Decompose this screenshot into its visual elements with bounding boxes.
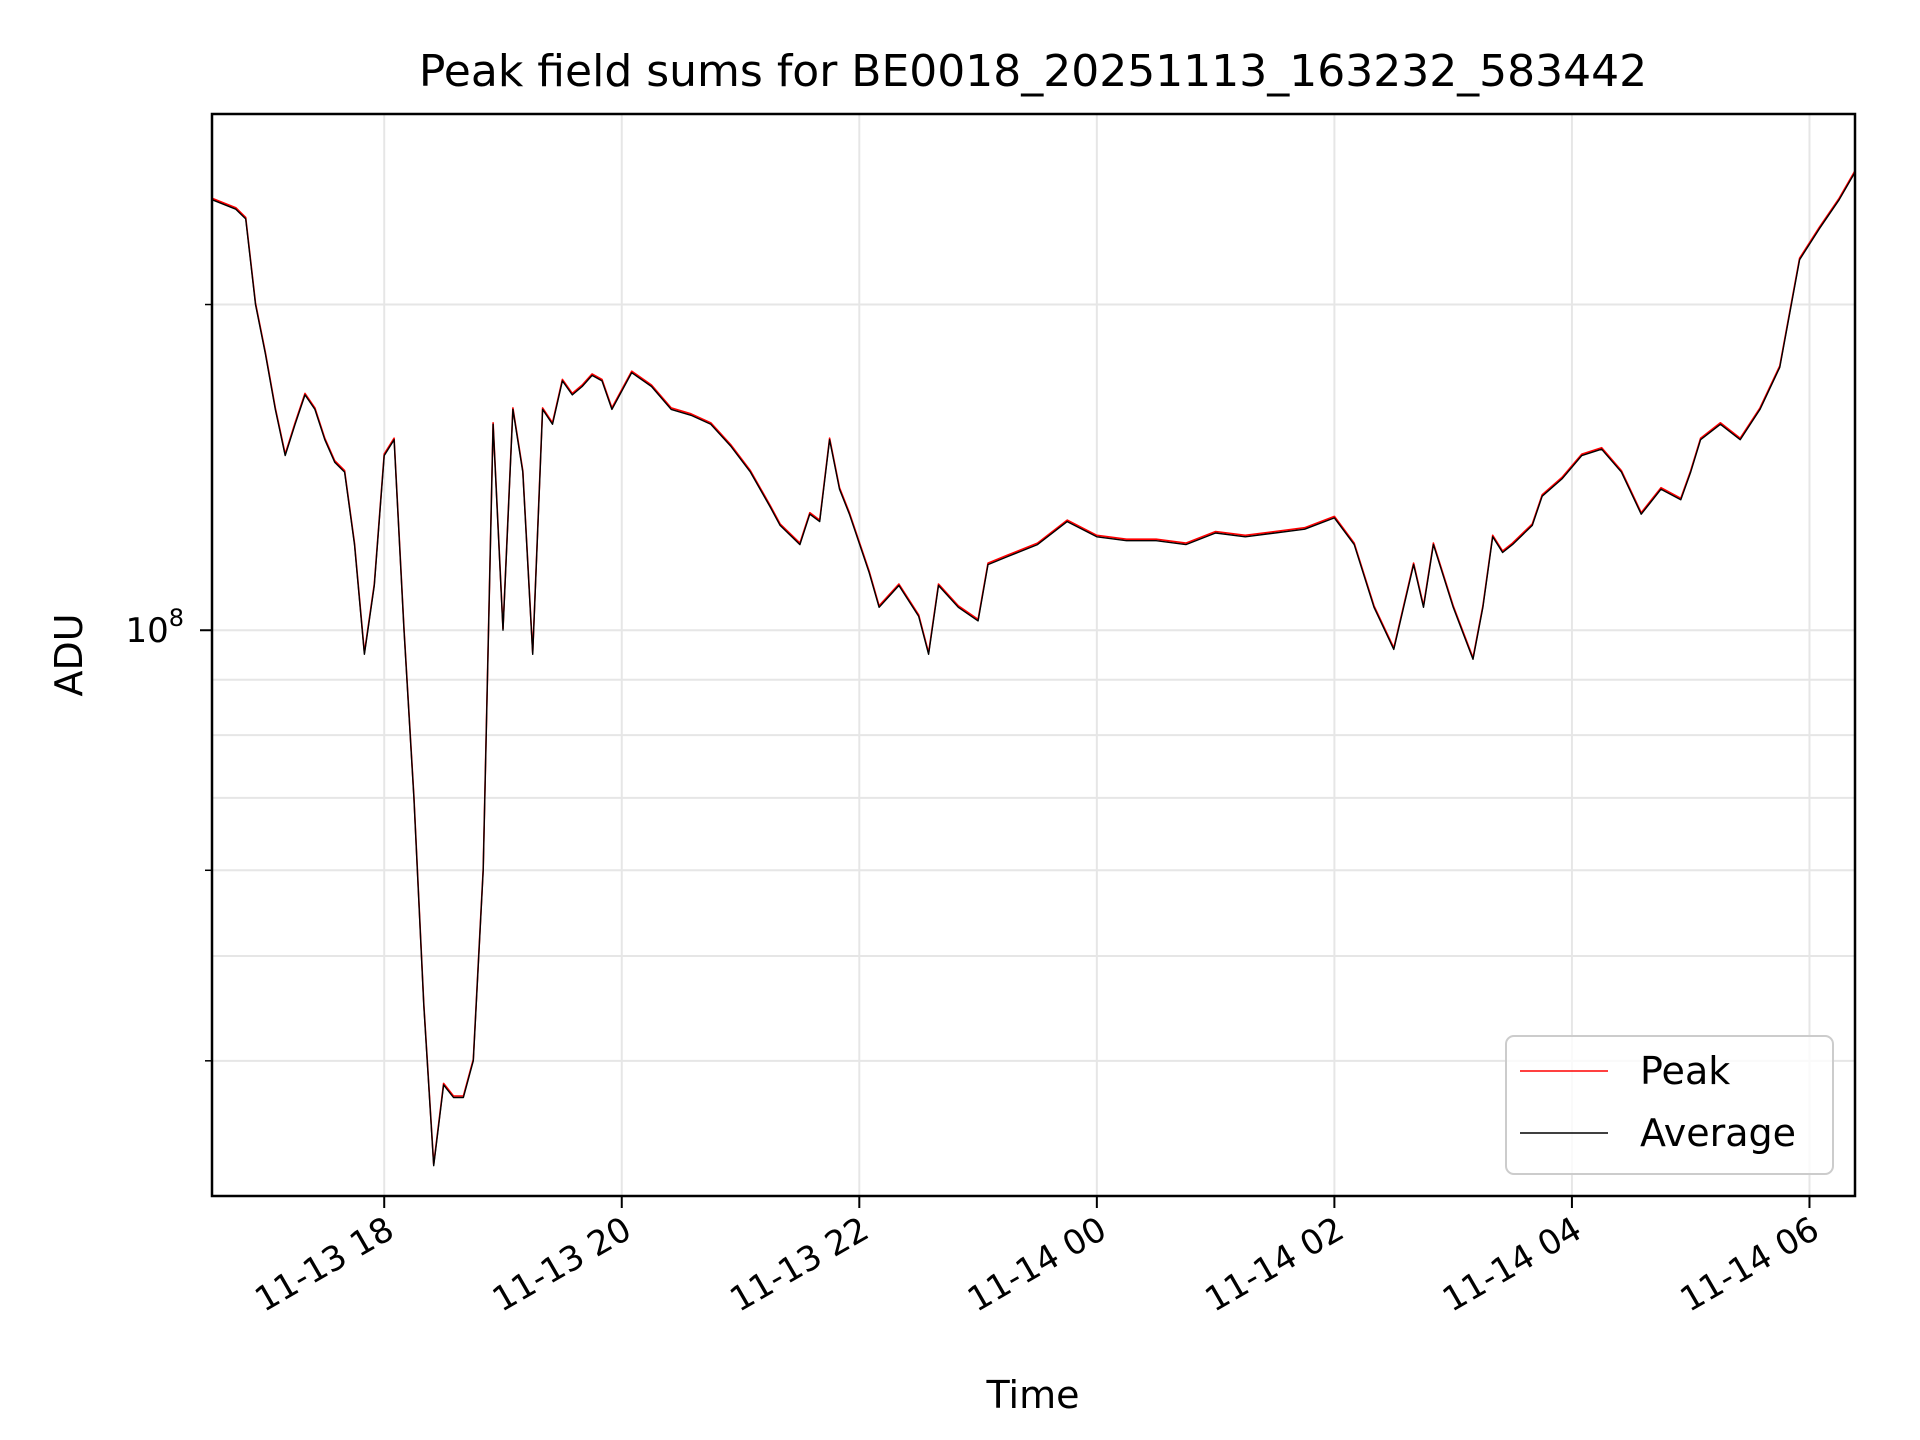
y-axis-label: ADU: [47, 613, 91, 696]
x-tick-label: 11-13 18: [248, 1209, 400, 1320]
series-line-peak: [211, 170, 1856, 1165]
legend-label-peak: Peak: [1640, 1049, 1730, 1093]
x-tick-label: 11-14 04: [1436, 1209, 1588, 1320]
y-tick-label: 108: [125, 604, 184, 651]
x-tick-label: 11-14 02: [1198, 1209, 1350, 1320]
plot-frame: [210, 112, 1857, 1198]
x-tick-label: 11-13 20: [486, 1209, 638, 1320]
y-axis-ticks: 108: [125, 303, 212, 1062]
y-tick-base: 10: [125, 611, 168, 651]
legend: Peak Average: [1505, 1035, 1834, 1175]
y-tick-exponent: 8: [169, 604, 184, 632]
series-layer: [211, 170, 1856, 1167]
x-axis-ticks: 11-13 18 11-13 20 11-13 22 11-14 00 11-14 02…: [248, 1196, 1826, 1320]
legend-label-average: Average: [1640, 1111, 1796, 1155]
chart-title: Peak field sums for BE0018_20251113_1632…: [419, 46, 1647, 97]
series-line-average: [211, 171, 1856, 1167]
grid-lines: [212, 114, 1855, 1196]
x-axis-label: Time: [986, 1373, 1080, 1417]
x-tick-label: 11-13 22: [723, 1209, 875, 1320]
x-tick-label: 11-14 06: [1674, 1209, 1826, 1320]
x-tick-label: 11-14 00: [961, 1209, 1113, 1320]
